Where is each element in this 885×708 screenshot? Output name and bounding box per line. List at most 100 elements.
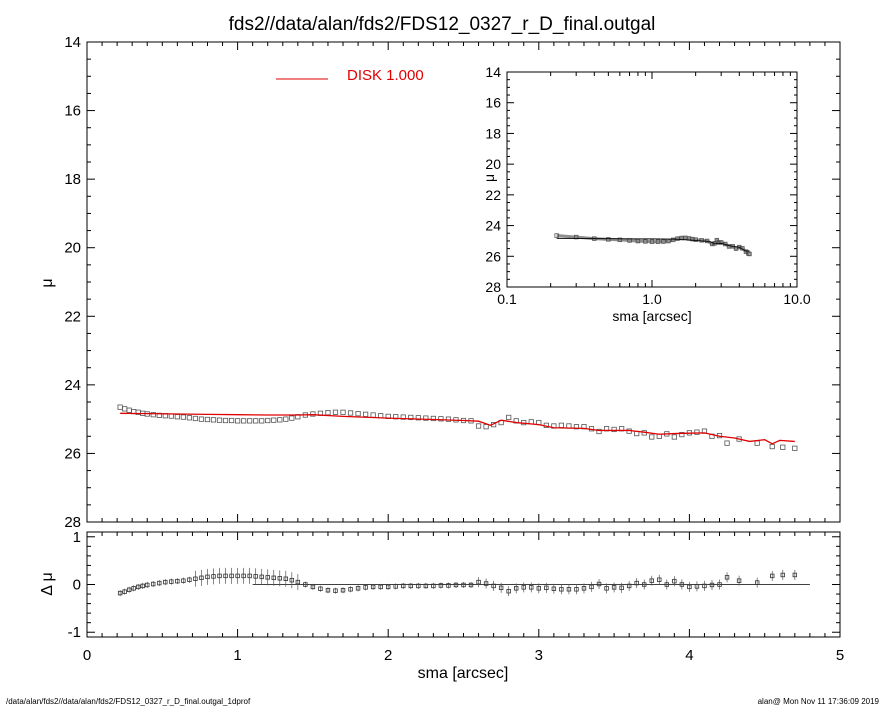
- residual-data-point: [476, 579, 481, 585]
- residual-data-point: [169, 579, 174, 584]
- residual-data-point: [514, 586, 519, 591]
- main-data-point: [271, 417, 277, 423]
- residual-data-point: [193, 576, 198, 581]
- main-data-point: [241, 418, 247, 424]
- main-data-point: [483, 424, 489, 430]
- residual-data-point: [431, 583, 436, 589]
- residual-data-point: [702, 583, 707, 589]
- residual-data-point: [151, 581, 156, 587]
- main-data-point: [204, 416, 211, 423]
- residual-data-point: [491, 583, 496, 589]
- residual-data-point: [175, 578, 180, 584]
- main-data-point: [277, 417, 283, 423]
- residual-data-point: [566, 587, 572, 592]
- residual-x-tick-label: 1: [233, 647, 241, 664]
- residual-data-point: [217, 573, 222, 579]
- residual-data-point: [619, 585, 624, 591]
- main-data-point: [671, 434, 677, 440]
- residual-data-point: [574, 587, 579, 592]
- residual-data-point: [416, 583, 421, 589]
- residual-data-point: [385, 584, 391, 590]
- main-data-point: [332, 409, 339, 415]
- residual-data-point: [370, 584, 376, 590]
- main-data-point: [174, 414, 180, 420]
- legend-label: DISK 1.000: [347, 67, 424, 84]
- inset-x-tick-label: 0.1: [497, 291, 517, 307]
- main-data-point: [310, 411, 316, 417]
- main-y-tick-label: 18: [64, 171, 81, 188]
- residual-data-point: [529, 585, 534, 590]
- main-data-point: [289, 415, 295, 421]
- inset-model-line: [556, 237, 750, 252]
- main-data-point: [679, 431, 685, 438]
- main-data-point: [558, 422, 564, 428]
- residual-y-tick-label: -1: [68, 624, 81, 641]
- residual-x-tick-label: 2: [384, 647, 392, 664]
- residual-data-point: [277, 576, 282, 581]
- residual-data-point: [634, 580, 639, 586]
- residual-data-point: [325, 588, 331, 593]
- residual-data-point: [717, 582, 722, 587]
- main-data-point: [259, 418, 265, 424]
- main-data-point: [400, 414, 406, 420]
- residual-data-point: [770, 573, 775, 579]
- residual-data-point: [446, 583, 451, 588]
- residual-x-tick-label: 5: [836, 647, 844, 664]
- main-data-point: [340, 409, 346, 415]
- residual-x-tick-label: 4: [685, 647, 693, 664]
- residual-data-point: [483, 581, 489, 586]
- residual-data-point: [163, 579, 168, 585]
- main-data-point: [228, 417, 235, 424]
- residual-data-point: [355, 586, 361, 591]
- main-y-tick-label: 28: [64, 514, 81, 531]
- main-y-tick-label: 16: [64, 103, 81, 120]
- residual-data-point: [122, 589, 127, 594]
- residual-data-point: [205, 574, 210, 580]
- inset-y-tick-label: 20: [485, 156, 501, 172]
- residual-data-point: [241, 573, 246, 579]
- residual-data-point: [229, 573, 234, 579]
- main-data-point: [754, 440, 760, 446]
- main-model-line: [120, 412, 795, 445]
- residual-data-point: [468, 582, 474, 588]
- main-data-point: [415, 415, 421, 421]
- residual-data-point: [289, 578, 295, 583]
- main-data-point: [210, 417, 217, 423]
- main-data-point: [355, 411, 361, 417]
- residual-data-point: [378, 584, 383, 590]
- main-data-point: [438, 416, 444, 422]
- residual-data-point: [187, 577, 192, 582]
- main-data-point: [222, 417, 229, 424]
- inset-y-tick-label: 24: [485, 218, 501, 234]
- main-data-point: [265, 417, 271, 424]
- main-data-point: [780, 444, 786, 450]
- main-y-axis-label: μ: [39, 278, 56, 287]
- main-y-tick-label: 14: [64, 34, 81, 51]
- main-data-point: [475, 423, 482, 429]
- residual-data-point: [657, 577, 662, 582]
- inset-x-tick-label: 1.0: [642, 291, 662, 307]
- residual-data-point: [589, 584, 594, 590]
- residual-data-point: [318, 586, 323, 591]
- main-data-point: [573, 424, 580, 430]
- main-data-point: [430, 415, 436, 422]
- residual-data-point: [393, 584, 398, 589]
- main-data-point: [611, 426, 617, 433]
- residual-y-tick-label: 1: [73, 529, 81, 546]
- footer-user-timestamp: alan@ Mon Nov 11 17:36:09 2019: [757, 697, 879, 706]
- residual-data-point: [544, 585, 549, 591]
- residual-data-point: [157, 580, 162, 586]
- main-y-tick-label: 20: [64, 240, 81, 257]
- text-labels: 1416182022242628fds2//data/alan/fds2/FDS…: [39, 14, 844, 682]
- residual-data-point: [694, 584, 700, 589]
- residual-data-point: [223, 573, 228, 579]
- residual-data-point: [271, 575, 276, 581]
- residual-data-point: [131, 586, 136, 591]
- residual-data-point: [679, 582, 685, 587]
- residual-data-point: [310, 584, 316, 590]
- main-data-point: [283, 416, 289, 422]
- chart-title: fds2//data/alan/fds2/FDS12_0327_r_D_fina…: [229, 14, 656, 35]
- residual-data-point: [551, 586, 557, 591]
- residual-data-point: [283, 576, 288, 581]
